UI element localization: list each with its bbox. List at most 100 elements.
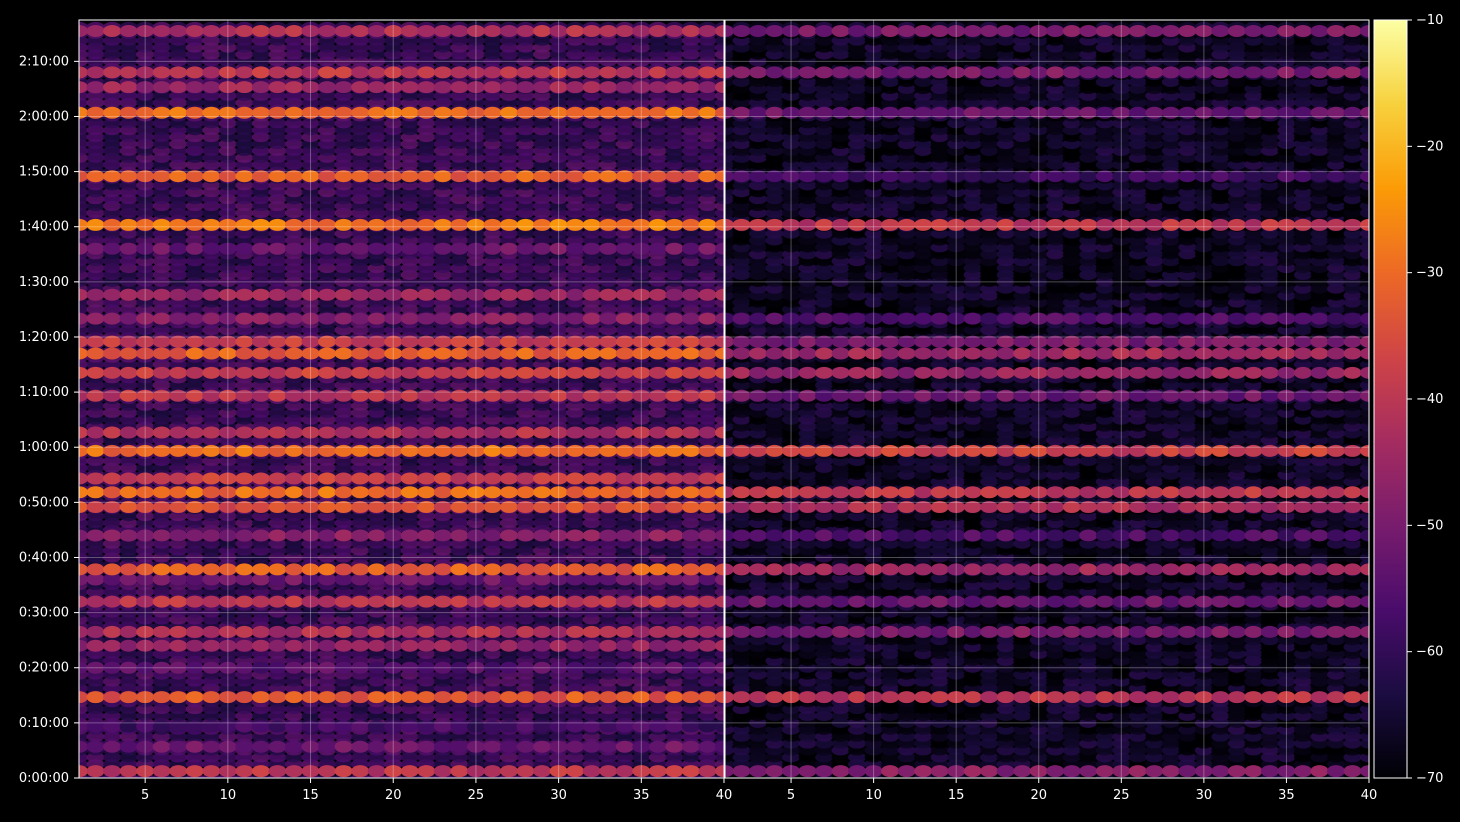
heatmap-cell — [599, 518, 618, 529]
heatmap-cell — [218, 400, 237, 411]
heatmap-cell — [450, 683, 469, 694]
heatmap-band-cell — [351, 691, 370, 704]
heatmap-band-cell — [268, 740, 287, 753]
heatmap-band-cell — [202, 529, 221, 542]
heatmap-cell — [599, 456, 618, 467]
heatmap-cell — [152, 407, 171, 418]
heatmap-band-cell — [500, 639, 518, 652]
heatmap-band-cell — [103, 529, 122, 542]
heatmap-cell — [136, 586, 155, 597]
heatmap-cell — [185, 676, 204, 687]
heatmap-cell — [202, 407, 221, 418]
heatmap-band-cell — [450, 765, 469, 778]
heatmap-band-cell — [367, 529, 386, 542]
heatmap-cell — [251, 614, 270, 625]
heatmap-cell — [235, 359, 254, 370]
heatmap-cell — [119, 511, 138, 522]
heatmap-band-cell — [318, 691, 337, 704]
heatmap-band-cell — [615, 486, 634, 499]
heatmap-band-cell — [483, 595, 502, 608]
heatmap-cell — [615, 683, 634, 694]
heatmap-cell — [152, 614, 171, 625]
heatmap-cell — [251, 456, 270, 467]
heatmap-band-cell — [566, 595, 585, 608]
heatmap-cell — [169, 538, 188, 549]
heatmap-cell — [185, 518, 204, 529]
heatmap-cell — [648, 380, 667, 391]
heatmap-cell — [632, 435, 651, 446]
heatmap-cell — [417, 511, 436, 522]
heatmap-cell — [615, 380, 634, 391]
heatmap-cell — [136, 683, 155, 694]
heatmap-band-cell — [582, 740, 601, 753]
heatmap-cell — [615, 435, 634, 446]
heatmap-cell — [400, 704, 419, 715]
heatmap-cell — [632, 462, 651, 473]
heatmap-band-cell — [599, 625, 618, 638]
heatmap-band-cell — [483, 563, 502, 576]
heatmap-cell — [119, 456, 138, 467]
heatmap-cell — [318, 614, 337, 625]
heatmap-cell — [681, 518, 700, 529]
heatmap-cell — [334, 731, 353, 742]
heatmap-band-cell — [615, 639, 634, 652]
heatmap-cell — [103, 414, 122, 425]
heatmap-cell — [500, 511, 518, 522]
heatmap-cell — [500, 648, 518, 659]
heatmap-cell — [450, 552, 469, 563]
heatmap-cell — [450, 586, 469, 597]
heatmap-cell — [582, 704, 601, 715]
heatmap-band-cell — [681, 691, 700, 704]
heatmap-band-cell — [648, 625, 667, 638]
heatmap-band-cell — [698, 595, 717, 608]
heatmap-cell — [648, 456, 667, 467]
heatmap-cell — [648, 538, 667, 549]
heatmap-cell — [450, 435, 469, 446]
heatmap-band-cell — [334, 691, 353, 704]
heatmap-cell — [285, 400, 303, 411]
heatmap-cell — [103, 545, 122, 556]
heatmap-cell — [136, 407, 155, 418]
heatmap-cell — [251, 552, 270, 563]
heatmap-band-cell — [665, 529, 684, 542]
heatmap-cell — [533, 380, 552, 391]
heatmap-cell — [86, 456, 105, 467]
heatmap-band-cell — [698, 691, 717, 704]
heatmap-cell — [285, 614, 303, 625]
heatmap-cell — [351, 752, 370, 763]
heatmap-cell — [400, 683, 419, 694]
heatmap-cell — [698, 676, 717, 687]
heatmap-cell — [119, 683, 138, 694]
heatmap-band-cell — [566, 639, 585, 652]
heatmap-cell — [648, 552, 667, 563]
heatmap-cell — [169, 648, 188, 659]
heatmap-cell — [566, 676, 585, 687]
heatmap-cell — [119, 614, 138, 625]
heatmap-cell — [235, 380, 254, 391]
heatmap-cell — [301, 538, 320, 549]
heatmap-cell — [549, 752, 568, 763]
heatmap-cell — [367, 407, 386, 418]
heatmap-cell — [566, 400, 585, 411]
heatmap-cell — [301, 676, 320, 687]
heatmap-cell — [450, 518, 469, 529]
heatmap-cell — [533, 538, 552, 549]
heatmap-band-cell — [483, 720, 502, 733]
heatmap-cell — [400, 400, 419, 411]
heatmap-cell — [400, 586, 419, 597]
heatmap-cell — [582, 359, 601, 370]
heatmap-cell — [318, 607, 337, 618]
heatmap-band-cell — [417, 486, 436, 499]
heatmap-band-cell — [351, 529, 370, 542]
heatmap-cell — [202, 676, 221, 687]
heatmap-band-cell — [103, 639, 122, 652]
heatmap-band-cell — [169, 595, 188, 608]
heatmap-cell — [119, 407, 138, 418]
heatmap-cell — [698, 435, 717, 446]
heatmap-band-cell — [665, 563, 684, 576]
heatmap-band-cell — [665, 595, 684, 608]
heatmap-cell — [681, 435, 700, 446]
heatmap-cell — [103, 359, 122, 370]
heatmap-cell — [483, 676, 502, 687]
heatmap-cell — [235, 586, 254, 597]
